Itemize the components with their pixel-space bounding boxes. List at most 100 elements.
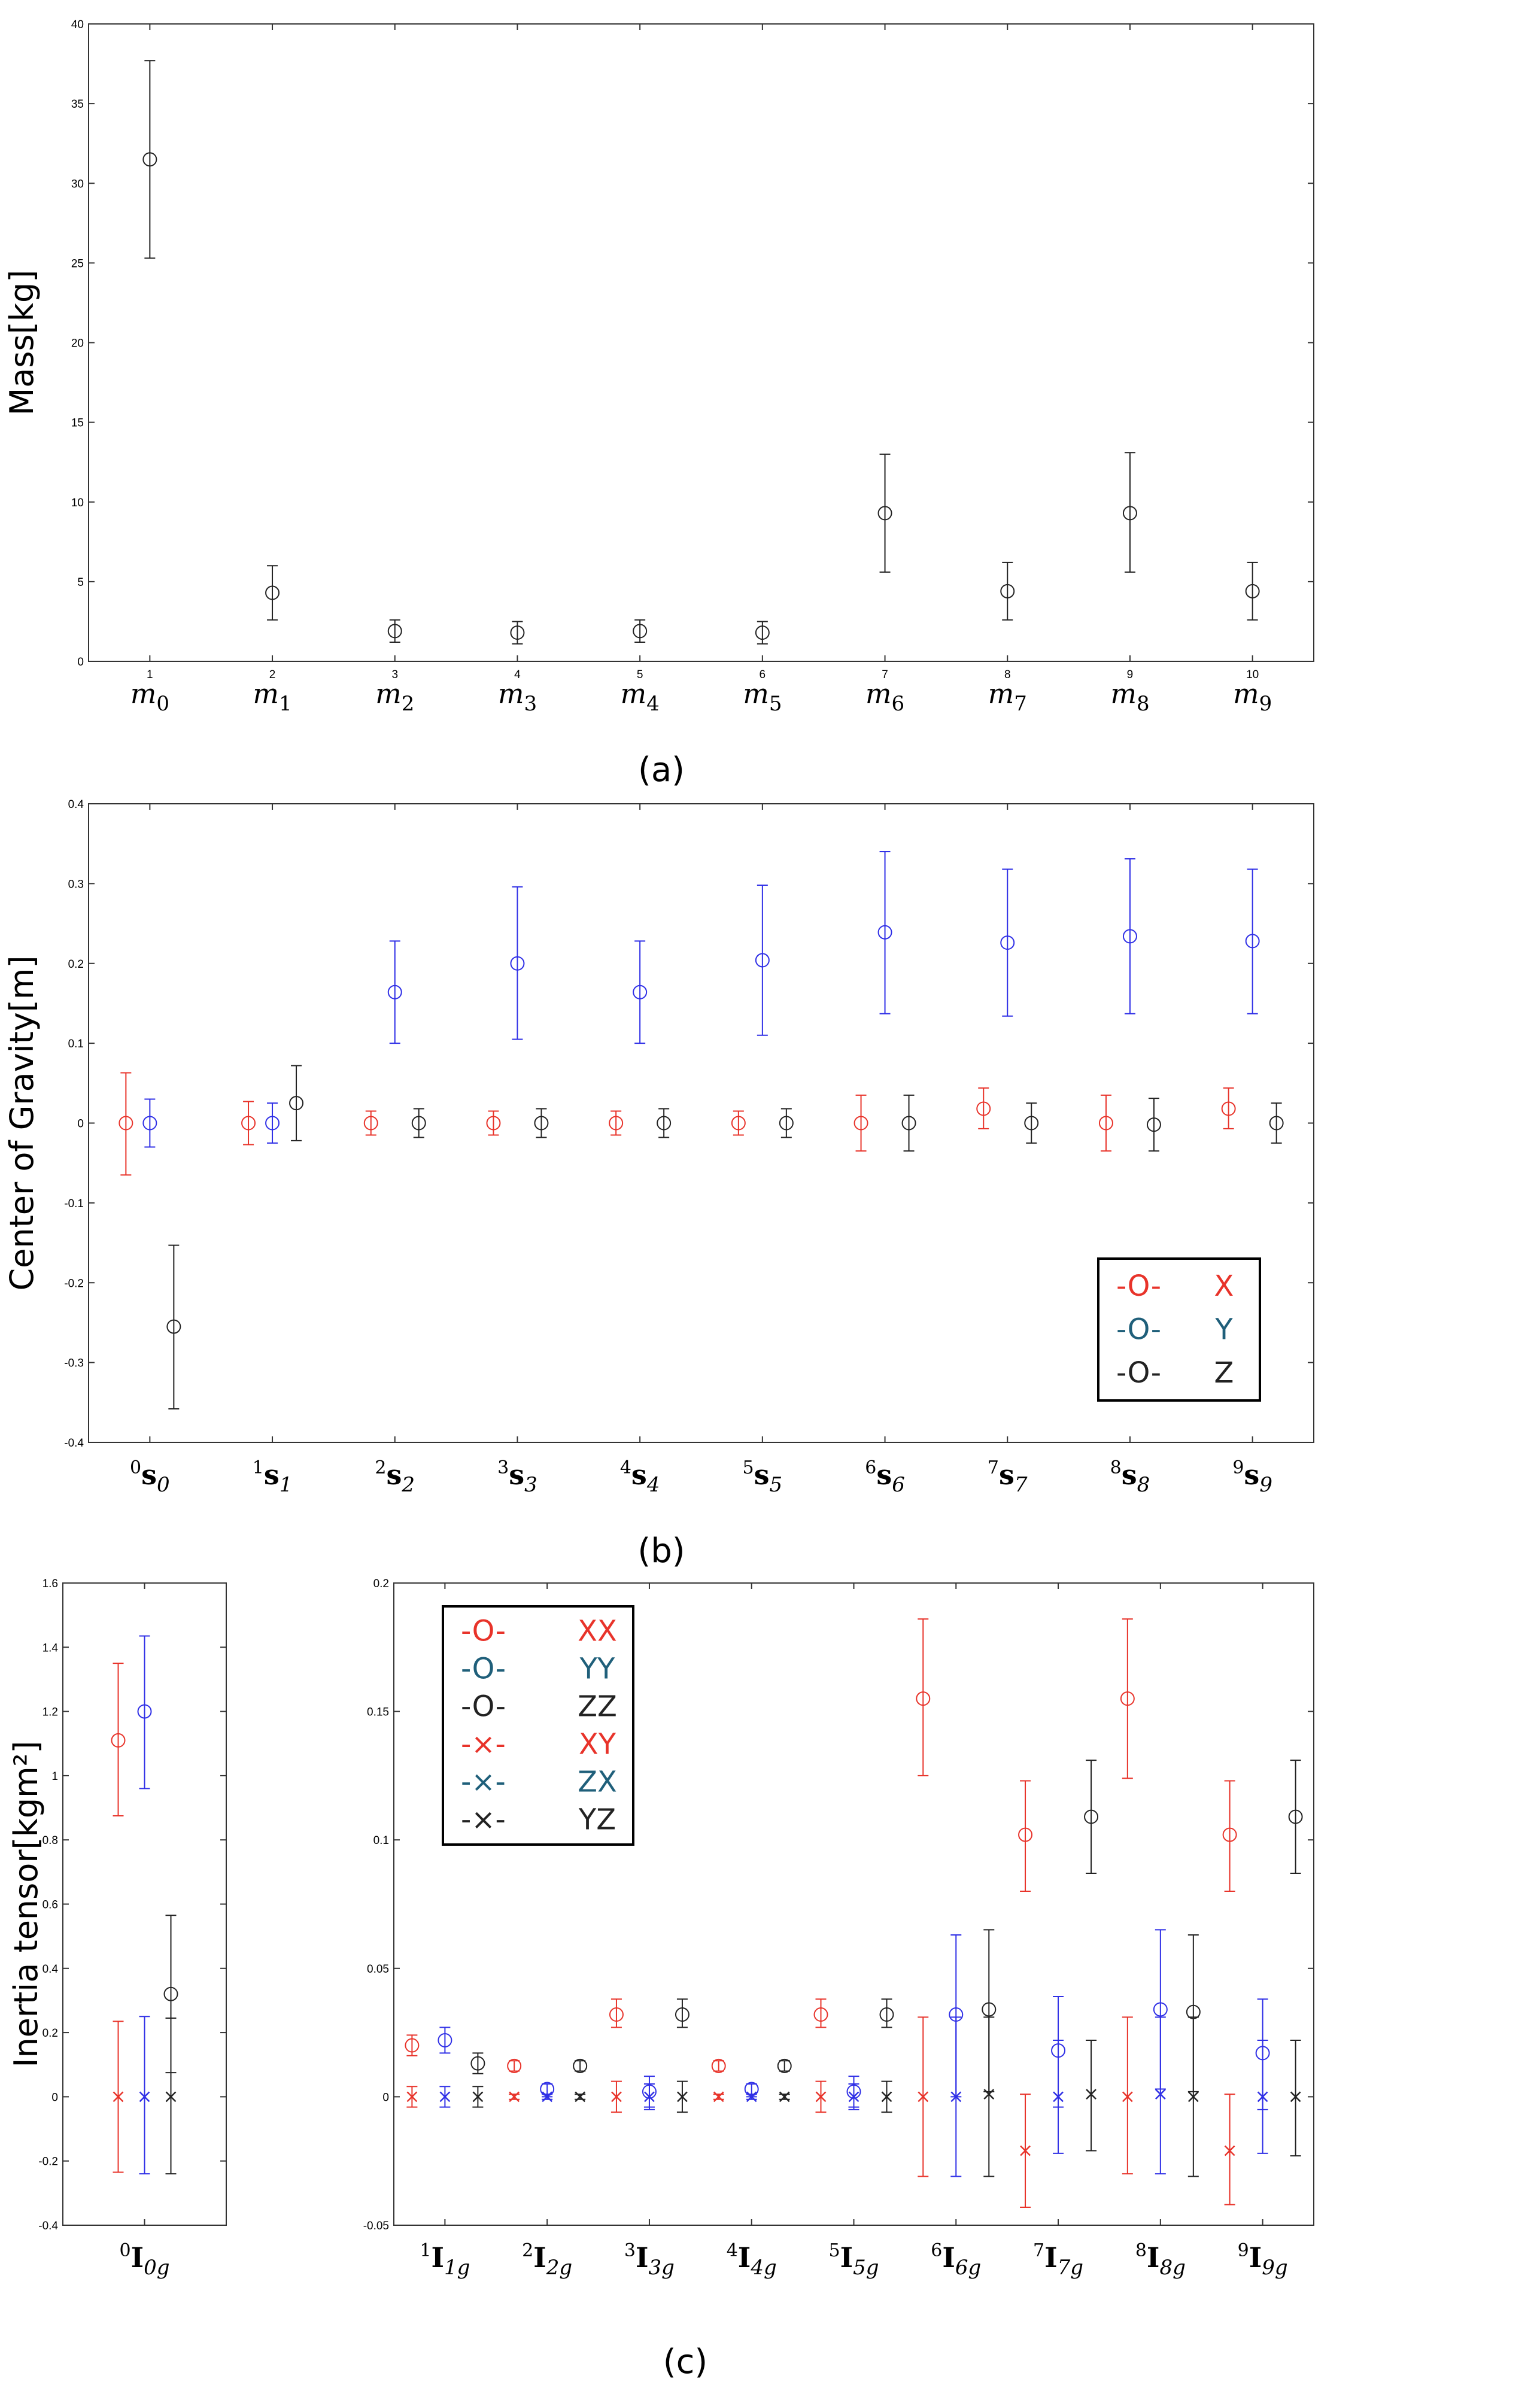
data-point: [1018, 1827, 1033, 1842]
data-point: [575, 2091, 586, 2103]
y-tick-label: 40: [71, 19, 84, 31]
data-point: [918, 2091, 929, 2103]
legend-label: YY: [579, 1652, 615, 1686]
data-point: [881, 2091, 892, 2103]
data-point: [677, 2091, 688, 2103]
y-tick-label: 0: [77, 656, 84, 669]
data-point: [113, 2091, 124, 2103]
y-tick-label: 0.2: [373, 1578, 389, 1590]
series-zx: [139, 2016, 150, 2175]
data-point: [1245, 934, 1260, 949]
legend-label: Y: [1214, 1313, 1233, 1347]
series-xx: [405, 1618, 1237, 2073]
data-point: [779, 1116, 794, 1131]
data-point: [1122, 929, 1137, 944]
legend-sample: -O-: [1116, 1269, 1161, 1303]
data-point: [731, 1116, 746, 1131]
data-point: [976, 1101, 991, 1116]
y-tick-label: 35: [71, 98, 84, 111]
x-category-label: m1: [253, 677, 291, 716]
data-point: [609, 2007, 624, 2022]
data-point: [534, 1116, 549, 1131]
data-point: [166, 1319, 181, 1334]
data-point: [411, 1116, 426, 1131]
x-category-label: 7s7: [988, 1457, 1028, 1497]
x-tick-number: 3: [391, 669, 398, 681]
data-point: [879, 2007, 894, 2022]
legend-label: X: [1214, 1269, 1234, 1303]
series-yz: [472, 2016, 1301, 2177]
x-category-label: m2: [375, 677, 414, 716]
y-tick-label: -0.2: [38, 2156, 58, 2168]
x-tick-number: 7: [882, 669, 888, 681]
data-point: [982, 2002, 997, 2017]
data-point: [657, 1116, 672, 1131]
y-tick-label: -0.1: [64, 1198, 84, 1210]
y-tick-label: 0.4: [68, 798, 84, 811]
y-tick-label: 1.2: [42, 1706, 58, 1719]
data-point: [472, 2091, 484, 2103]
data-point: [1269, 1116, 1284, 1131]
data-point: [1098, 1116, 1113, 1131]
data-point: [387, 624, 402, 639]
data-point: [1290, 2091, 1301, 2103]
y-tick-label: 1.4: [42, 1642, 59, 1654]
y-tick-label: 0.3: [68, 878, 84, 891]
x-category-label: 3I3g: [624, 2240, 675, 2280]
data-point: [509, 2091, 520, 2103]
y-tick-label: 20: [71, 338, 84, 350]
x-category-label: 4s4: [620, 1457, 660, 1497]
data-point: [1122, 2091, 1133, 2103]
x-category-label: 8I8g: [1135, 2240, 1186, 2280]
data-point: [137, 1704, 152, 1719]
data-point: [507, 2058, 522, 2073]
data-point: [848, 2091, 859, 2103]
data-point: [711, 2058, 726, 2073]
x-category-label: m8: [1110, 677, 1149, 716]
y-tick-label: -0.4: [64, 1437, 84, 1450]
series-xx: [111, 1663, 126, 1816]
x-tick-number: 6: [760, 669, 766, 681]
panel-label-b: (b): [637, 1532, 685, 1570]
series-y: [142, 851, 1260, 1148]
series-x: [119, 1072, 1236, 1176]
y-tick-label: 15: [71, 417, 84, 430]
y-tick-label: 25: [71, 257, 84, 270]
data-point: [1122, 506, 1137, 521]
data-point: [289, 1096, 304, 1111]
series-zz: [470, 1760, 1303, 2092]
data-point: [609, 1116, 624, 1131]
legend-box: [442, 1605, 634, 1846]
y-tick-label: -0.05: [363, 2220, 389, 2232]
x-category-label: 2I2g: [522, 2240, 572, 2280]
data-point: [1000, 935, 1015, 950]
data-point: [542, 2091, 553, 2103]
x-category-label: 5s5: [743, 1457, 783, 1497]
x-category-label: m5: [743, 677, 782, 716]
y-tick-label: 5: [77, 576, 84, 589]
x-category-label: m3: [498, 677, 537, 716]
data-point: [405, 2038, 420, 2053]
data-point: [387, 985, 402, 999]
data-point: [746, 2091, 757, 2103]
y-axis-label: Center of Gravity[m]: [3, 955, 41, 1290]
x-category-label: m6: [865, 677, 904, 716]
y-tick-label: 0.1: [68, 1038, 84, 1050]
legend-label: XY: [579, 1728, 616, 1761]
data-point: [713, 2091, 724, 2103]
series-z: [166, 1065, 1284, 1409]
data-point: [119, 1116, 133, 1131]
y-tick-label: 10: [71, 497, 84, 509]
x-tick-number: 5: [637, 669, 643, 681]
legend-label: YZ: [578, 1803, 616, 1837]
data-point: [755, 625, 770, 640]
y-tick-label: 1.6: [42, 1578, 58, 1590]
x-category-label: 6I6g: [931, 2240, 981, 2280]
x-tick-number: 2: [269, 669, 276, 681]
y-tick-label: 0: [77, 1118, 84, 1131]
x-tick-number: 1: [147, 669, 153, 681]
x-category-label: 8s8: [1110, 1457, 1150, 1497]
y-tick-label: 0: [382, 2091, 389, 2104]
legend-sample: -O-: [461, 1615, 506, 1648]
